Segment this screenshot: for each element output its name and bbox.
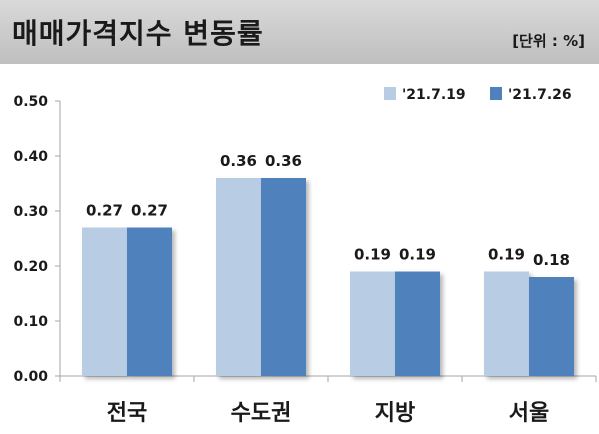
- data-label: 0.18: [533, 251, 570, 269]
- y-tick-label: 0.40: [13, 149, 48, 165]
- data-label: 0.27: [131, 202, 168, 220]
- legend-swatch-2: [490, 87, 502, 100]
- bar-1-1: [82, 227, 127, 376]
- chart-title: 매매가격지수 변동률: [12, 17, 264, 50]
- data-label: 0.36: [220, 152, 257, 170]
- bar-2-1: [127, 227, 172, 376]
- bar-2-4: [529, 277, 574, 376]
- category-label: 전국: [107, 401, 147, 426]
- legend-label: '21.7.26: [508, 87, 572, 103]
- data-label: 0.36: [265, 152, 302, 170]
- data-label: 0.27: [86, 202, 123, 220]
- bar-2-2: [261, 178, 306, 376]
- bar-2-3: [395, 271, 440, 376]
- legend-label: '21.7.19: [402, 87, 466, 103]
- legend-swatch-1: [384, 87, 396, 100]
- category-label: 서울: [509, 401, 549, 426]
- bar-1-2: [216, 178, 261, 376]
- y-tick-label: 0.50: [13, 94, 48, 110]
- bar-1-3: [350, 271, 395, 376]
- category-label: 수도권: [231, 401, 292, 426]
- data-label: 0.19: [488, 246, 525, 264]
- unit-label: [단위 : %]: [512, 32, 585, 50]
- title-bar: 매매가격지수 변동률 [단위 : %]: [0, 0, 599, 64]
- y-tick-label: 0.00: [13, 369, 48, 385]
- category-label: 지방: [375, 401, 415, 426]
- data-label: 0.19: [399, 246, 436, 264]
- y-tick-label: 0.10: [13, 314, 48, 330]
- y-tick-label: 0.20: [13, 259, 48, 275]
- data-label: 0.19: [354, 246, 391, 264]
- y-tick-label: 0.30: [13, 204, 48, 220]
- bar-1-4: [484, 271, 529, 376]
